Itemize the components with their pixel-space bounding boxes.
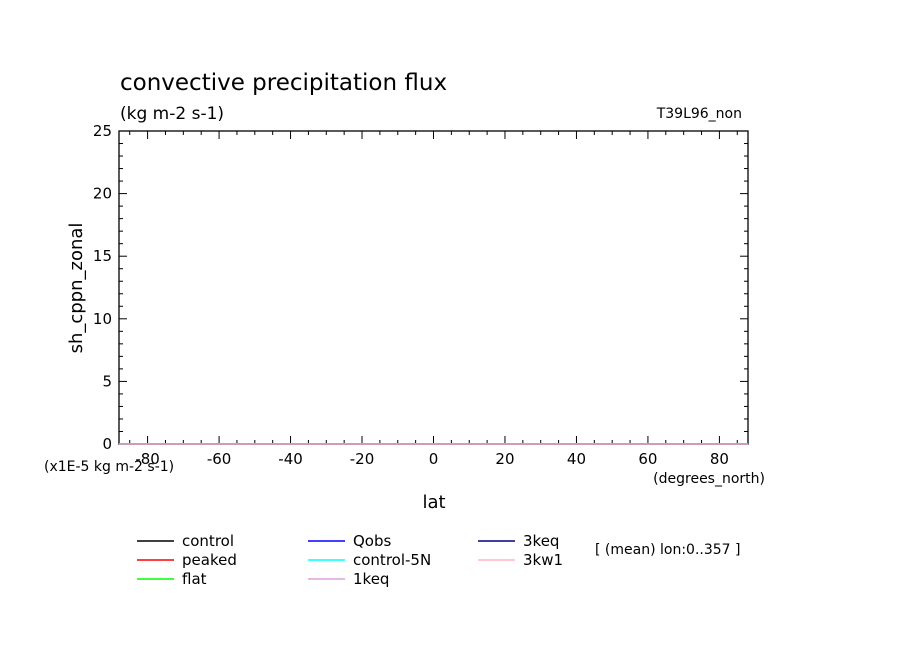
chart-subtitle: (kg m-2 s-1) <box>120 104 224 124</box>
x-tick-label: 0 <box>429 450 439 468</box>
y-tick-label: 25 <box>93 122 112 140</box>
x-tick-label: 20 <box>495 450 514 468</box>
legend-label: Qobs <box>353 532 392 550</box>
axis-ticks: 0 5 10 15 20 25 -80 -60 -40 -20 0 20 40 60 80 <box>93 122 748 468</box>
x-tick-label: 60 <box>638 450 657 468</box>
x-tick-label: -40 <box>278 450 303 468</box>
x-tick-label: 80 <box>710 450 729 468</box>
legend-label: 3keq <box>523 532 559 550</box>
x-units: (degrees_north) <box>653 471 765 487</box>
y-scale-note: (x1E-5 kg m-2 s-1) <box>44 459 174 475</box>
x-axis-label: lat <box>422 492 445 513</box>
x-tick-label: 40 <box>567 450 586 468</box>
y-tick-label: 20 <box>93 185 112 203</box>
x-tick-label: -20 <box>350 450 375 468</box>
run-label: T39L96_non <box>656 106 742 122</box>
y-tick-label: 5 <box>102 372 112 390</box>
legend-label: flat <box>182 570 207 588</box>
x-tick-label: -80 <box>135 450 160 468</box>
plot-frame <box>118 130 749 445</box>
x-tick-label: -60 <box>207 450 232 468</box>
chart-title: convective precipitation flux <box>120 70 447 96</box>
legend-label: control <box>182 532 234 550</box>
legend-label: 3kw1 <box>523 551 563 569</box>
y-tick-label: 15 <box>93 247 112 265</box>
legend-label: control-5N <box>353 551 431 569</box>
y-tick-label: 10 <box>93 310 112 328</box>
y-axis-label: sh_cppn_zonal <box>66 223 87 354</box>
y-tick-label: 0 <box>102 435 112 453</box>
legend-label: peaked <box>182 551 237 569</box>
averaging-note: [ (mean) lon:0..357 ] <box>595 542 740 558</box>
legend-label: 1keq <box>353 570 389 588</box>
